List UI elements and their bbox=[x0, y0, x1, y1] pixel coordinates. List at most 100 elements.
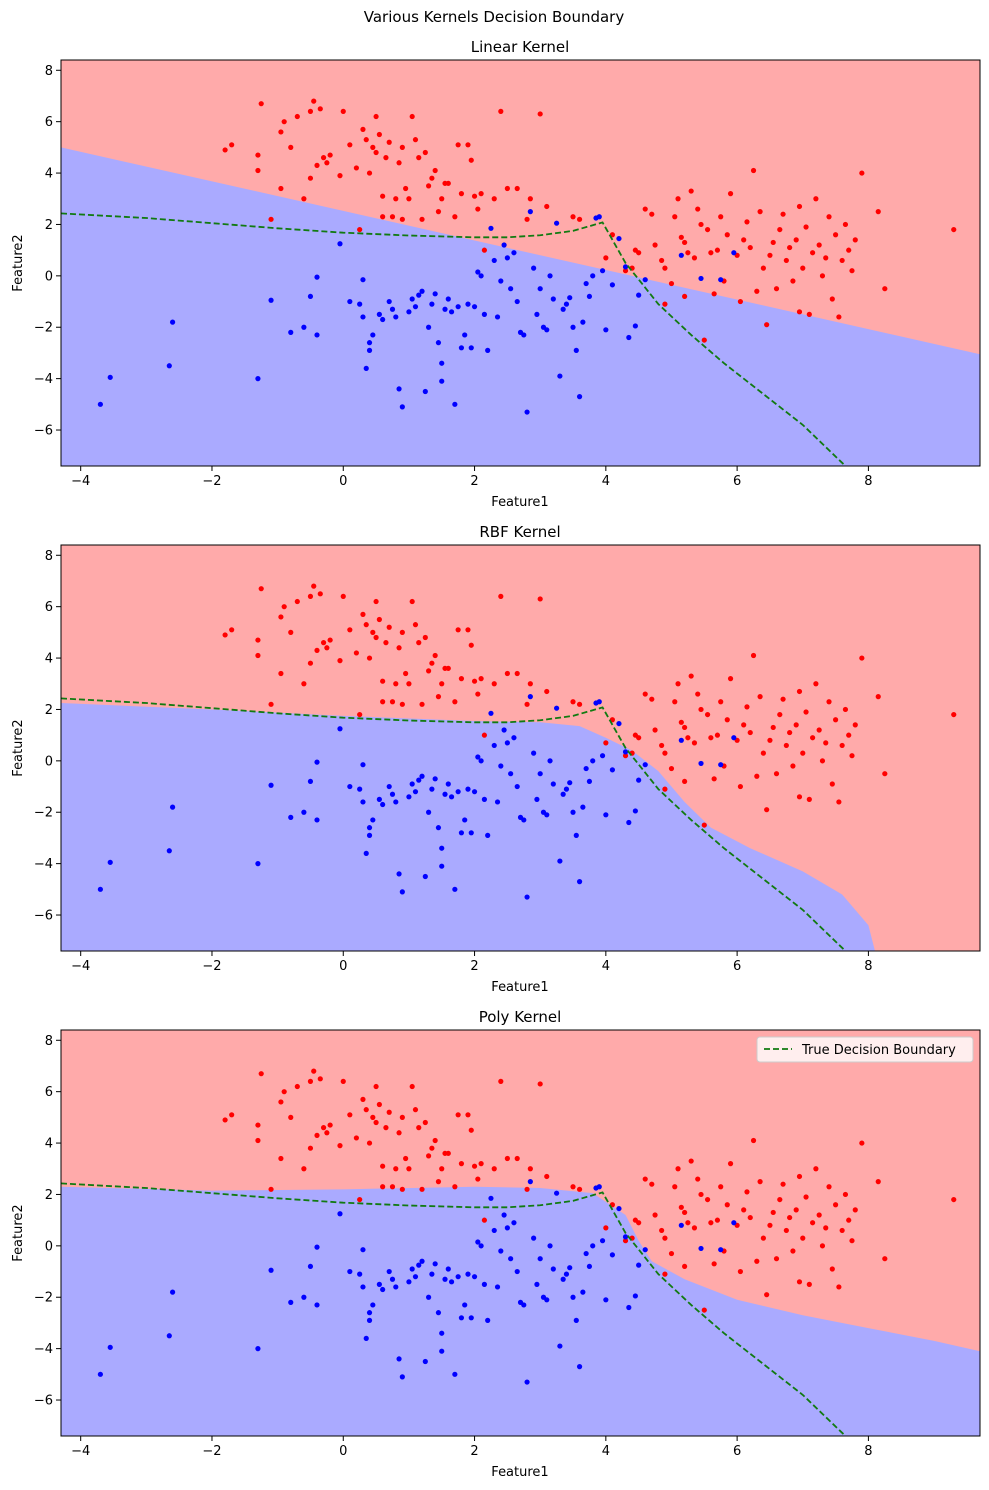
point-class1 bbox=[478, 191, 484, 197]
point-class1 bbox=[468, 1127, 474, 1133]
point-class0 bbox=[531, 265, 537, 271]
point-class1 bbox=[741, 1207, 747, 1213]
point-class1 bbox=[491, 1166, 497, 1172]
point-class1 bbox=[819, 758, 826, 764]
point-class0 bbox=[448, 1279, 455, 1285]
point-class0 bbox=[731, 250, 737, 256]
point-class1 bbox=[435, 694, 442, 700]
point-class0 bbox=[481, 1281, 487, 1287]
point-class0 bbox=[360, 799, 366, 805]
point-class1 bbox=[757, 694, 763, 700]
point-class1 bbox=[813, 1166, 819, 1172]
point-class0 bbox=[508, 771, 514, 777]
point-class0 bbox=[576, 879, 583, 885]
x-axis-label-poly: Feature1 bbox=[491, 1465, 548, 1480]
point-class1 bbox=[412, 622, 419, 628]
point-class1 bbox=[698, 706, 704, 713]
point-class0 bbox=[599, 268, 606, 274]
point-class1 bbox=[576, 701, 583, 707]
point-class1 bbox=[373, 113, 379, 120]
point-class1 bbox=[691, 1225, 698, 1231]
point-class0 bbox=[478, 758, 484, 764]
panel-poly: Poly Kernel Feature1 Feature2 −4 −2 0 2 4 6 8−… bbox=[11, 1008, 981, 1480]
point-class1 bbox=[481, 1217, 487, 1223]
point-class1 bbox=[514, 185, 520, 192]
point-class1 bbox=[747, 244, 753, 251]
point-class1 bbox=[409, 1083, 415, 1090]
point-class0 bbox=[439, 378, 445, 384]
point-class1 bbox=[737, 1268, 744, 1275]
point-class0 bbox=[363, 850, 369, 856]
point-class1 bbox=[832, 717, 839, 723]
point-class0 bbox=[360, 762, 366, 768]
point-class1 bbox=[327, 1122, 333, 1128]
y-axis-label-rbf: Feature2 bbox=[11, 719, 26, 776]
point-class1 bbox=[826, 214, 832, 220]
point-class1 bbox=[773, 286, 780, 292]
point-class1 bbox=[527, 196, 533, 202]
point-class1 bbox=[357, 226, 363, 233]
point-class1 bbox=[688, 673, 694, 679]
point-class1 bbox=[642, 206, 648, 212]
point-class1 bbox=[455, 142, 461, 148]
point-class1 bbox=[780, 211, 786, 217]
point-class0 bbox=[435, 1310, 442, 1316]
point-class1 bbox=[222, 632, 228, 638]
point-class1 bbox=[704, 226, 711, 233]
point-class1 bbox=[773, 771, 780, 777]
point-class0 bbox=[718, 1247, 724, 1253]
true-boundary-line-linear bbox=[61, 212, 847, 466]
point-class0 bbox=[501, 727, 507, 733]
x-tick-label: −4 bbox=[71, 474, 90, 489]
point-class0 bbox=[603, 327, 609, 333]
point-class0 bbox=[570, 809, 576, 815]
point-class1 bbox=[399, 629, 405, 635]
point-class0 bbox=[524, 1379, 530, 1385]
point-class0 bbox=[314, 332, 320, 338]
point-class0 bbox=[511, 250, 517, 256]
point-class1 bbox=[268, 701, 274, 707]
point-class1 bbox=[432, 1137, 438, 1144]
point-class0 bbox=[521, 1302, 527, 1308]
point-class1 bbox=[662, 1235, 668, 1241]
point-class0 bbox=[524, 894, 530, 900]
point-class0 bbox=[366, 825, 373, 831]
point-class0 bbox=[422, 388, 428, 395]
point-class0 bbox=[432, 291, 438, 297]
point-class0 bbox=[481, 796, 487, 802]
point-class1 bbox=[393, 1166, 399, 1172]
point-class0 bbox=[488, 710, 494, 716]
point-class1 bbox=[307, 660, 314, 666]
point-class0 bbox=[488, 225, 494, 231]
point-class0 bbox=[380, 316, 386, 323]
point-class0 bbox=[268, 782, 274, 788]
point-class0 bbox=[288, 329, 294, 335]
point-class0 bbox=[583, 1250, 589, 1257]
x-tick-label: 0 bbox=[339, 959, 347, 974]
point-class0 bbox=[406, 1279, 412, 1285]
point-class0 bbox=[412, 1274, 419, 1280]
point-class1 bbox=[829, 1266, 835, 1272]
point-class1 bbox=[396, 160, 402, 166]
point-class0 bbox=[632, 808, 638, 814]
point-class0 bbox=[596, 699, 602, 705]
point-class1 bbox=[403, 670, 409, 677]
point-class0 bbox=[531, 1235, 537, 1241]
point-class1 bbox=[429, 175, 435, 181]
point-class1 bbox=[951, 711, 957, 718]
point-class0 bbox=[537, 286, 543, 292]
axes-frame-linear bbox=[60, 59, 981, 467]
point-class1 bbox=[675, 681, 681, 687]
point-class1 bbox=[662, 301, 668, 307]
point-class1 bbox=[744, 1189, 750, 1195]
point-class0 bbox=[698, 760, 704, 767]
point-class0 bbox=[603, 1297, 609, 1303]
point-class1 bbox=[724, 232, 730, 238]
point-class1 bbox=[445, 180, 451, 186]
point-class1 bbox=[882, 771, 888, 777]
point-class0 bbox=[514, 783, 520, 790]
point-class1 bbox=[714, 1217, 721, 1223]
point-class0 bbox=[255, 861, 261, 867]
point-class1 bbox=[714, 732, 721, 738]
panel-title-rbf: RBF Kernel bbox=[479, 523, 560, 541]
